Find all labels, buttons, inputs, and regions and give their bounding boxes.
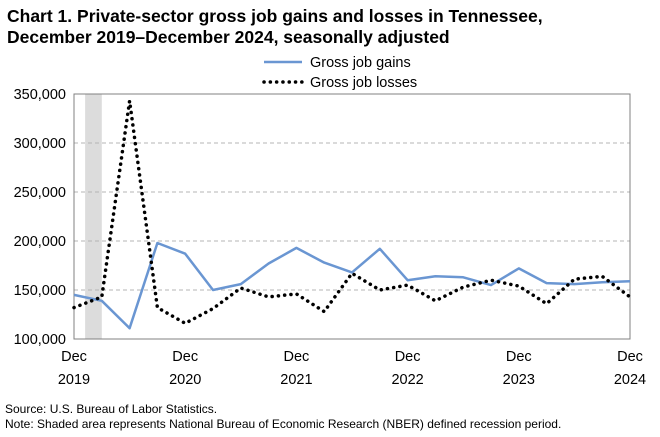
legend-label: Gross job losses — [310, 75, 417, 91]
x-tick-year: 2024 — [614, 372, 646, 388]
shading-note: Note: Shaded area represents National Bu… — [5, 417, 562, 431]
recession-shading — [85, 94, 102, 339]
x-tick-year: 2020 — [169, 372, 201, 388]
y-tick-label: 100,000 — [14, 332, 66, 348]
chart-footer: Source: U.S. Bureau of Labor Statistics.… — [5, 402, 561, 432]
legend: Gross job gains Gross job losses — [262, 55, 417, 91]
line-chart: 100,000 150,000 200,000 250,000 300,000 350,0… — [14, 55, 647, 388]
source-note: Source: U.S. Bureau of Labor Statistics. — [5, 402, 218, 416]
series-line-gross-job-gains — [73, 241, 631, 330]
x-tick-month: Dec — [617, 349, 643, 365]
series-layer — [72, 100, 632, 330]
x-tick-month: Dec — [395, 349, 421, 365]
y-tick-label: 200,000 — [14, 234, 66, 250]
series-line-gross-job-losses — [72, 100, 632, 326]
x-tick-year: 2023 — [503, 372, 535, 388]
y-tick-label: 150,000 — [14, 283, 66, 299]
chart-title: Chart 1. Private-sector gross job gains … — [7, 6, 543, 48]
x-tick-year: 2021 — [280, 372, 312, 388]
chart-title-line-2: December 2019–December 2024, seasonally … — [7, 27, 450, 47]
x-tick-month: Dec — [61, 349, 87, 365]
x-axis-ticks: Dec 2019 Dec 2020 Dec 2021 Dec 2022 Dec 2023 Dec 20… — [58, 349, 646, 388]
legend-label: Gross job gains — [310, 55, 411, 71]
chart-title-line-1: Chart 1. Private-sector gross job gains … — [7, 6, 543, 26]
y-axis-ticks: 100,000 150,000 200,000 250,000 300,000 350,0… — [14, 87, 66, 348]
x-tick-year: 2019 — [58, 372, 90, 388]
x-tick-month: Dec — [284, 349, 310, 365]
plot-frame — [73, 93, 631, 340]
recession-layer — [85, 94, 102, 339]
y-tick-label: 350,000 — [14, 87, 66, 103]
y-tick-label: 250,000 — [14, 185, 66, 201]
grid-layer — [74, 142, 630, 291]
y-tick-label: 300,000 — [14, 136, 66, 152]
x-tick-month: Dec — [506, 349, 532, 365]
x-tick-month: Dec — [172, 349, 198, 365]
x-tick-year: 2022 — [391, 372, 423, 388]
